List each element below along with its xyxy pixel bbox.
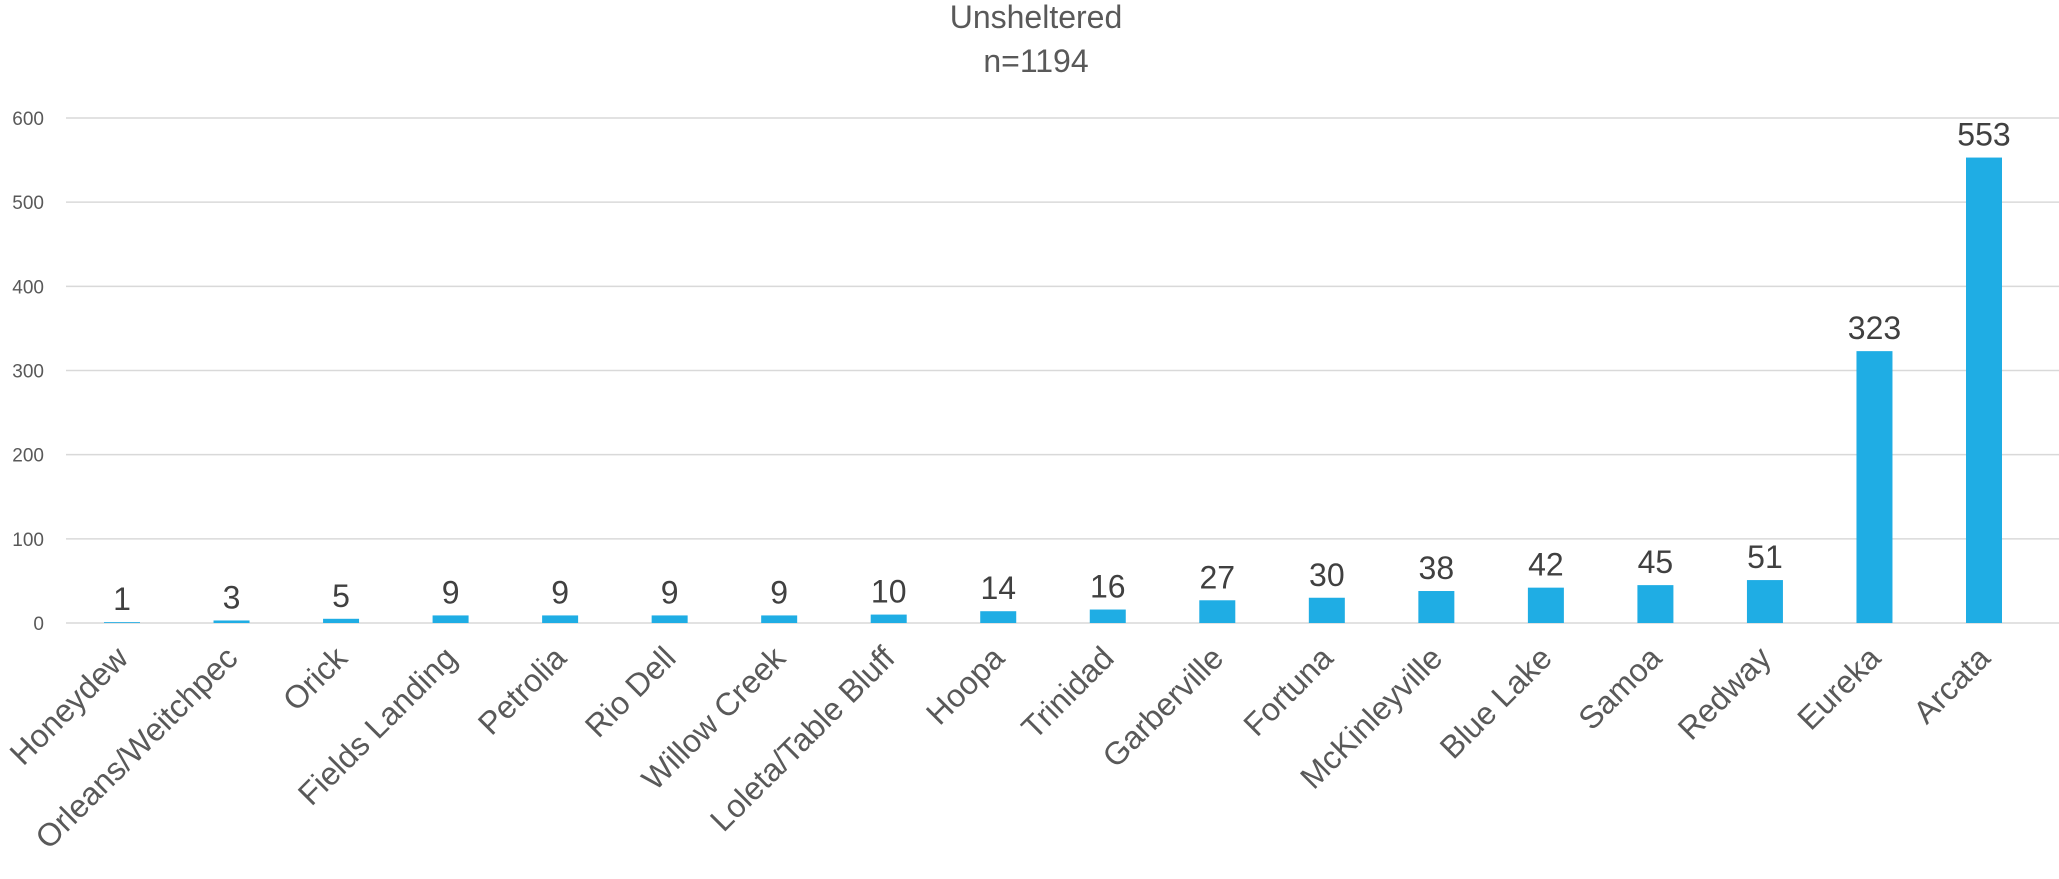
- y-tick-label: 400: [12, 277, 44, 298]
- data-label: 14: [980, 570, 1016, 606]
- x-tick-label: Redway: [1671, 639, 1778, 746]
- data-label: 9: [551, 574, 569, 610]
- data-label: 51: [1747, 539, 1783, 575]
- chart-subtitle: n=1194: [983, 43, 1088, 79]
- y-tick-label: 200: [12, 446, 44, 467]
- bar: [1527, 587, 1564, 623]
- y-tick-label: 600: [12, 109, 44, 130]
- data-label: 42: [1528, 547, 1564, 583]
- x-tick-label: Arcata: [1906, 639, 1997, 730]
- data-label: 3: [223, 579, 241, 615]
- data-label: 5: [332, 578, 350, 614]
- bar: [870, 614, 907, 623]
- gridlines: [66, 117, 2059, 624]
- data-label: 1: [113, 581, 131, 617]
- x-tick-label: Loleta/Table Bluff: [703, 639, 902, 838]
- bar: [1418, 591, 1455, 623]
- y-axis-ticks: 0 100 200 300 400 500 600: [12, 109, 44, 635]
- bar: [1199, 600, 1236, 623]
- data-label: 16: [1090, 569, 1126, 605]
- bar: [1637, 585, 1674, 623]
- data-label: 38: [1419, 550, 1455, 586]
- y-tick-label: 100: [12, 530, 44, 551]
- chart-title: Unsheltered: [950, 0, 1123, 35]
- x-tick-label: Samoa: [1571, 639, 1668, 736]
- data-label: 27: [1199, 559, 1235, 595]
- x-tick-label: Eureka: [1790, 639, 1887, 736]
- x-tick-label: Fortuna: [1236, 639, 1340, 743]
- data-label: 9: [770, 574, 788, 610]
- y-tick-label: 300: [12, 362, 44, 383]
- x-tick-label: Garberville: [1095, 639, 1230, 774]
- bar: [213, 620, 250, 623]
- data-label: 9: [661, 574, 679, 610]
- bar: [1966, 157, 2002, 623]
- bars: [104, 157, 2002, 623]
- data-label: 45: [1638, 544, 1674, 580]
- data-label: 9: [442, 574, 460, 610]
- data-label: 30: [1309, 557, 1345, 593]
- data-labels: 1 3 5 9 9 9 9 10 14 16 27 30 38 42 45 51 323 553: [113, 117, 2011, 618]
- bar: [542, 615, 579, 623]
- y-tick-label: 500: [12, 193, 44, 214]
- bar: [1089, 609, 1126, 623]
- x-tick-label: Orick: [276, 639, 355, 718]
- x-tick-label: Trinidad: [1014, 639, 1120, 745]
- y-tick-label: 0: [33, 614, 44, 635]
- x-tick-label: Rio Dell: [578, 639, 683, 744]
- data-label: 10: [871, 574, 907, 610]
- bar: [980, 611, 1017, 623]
- data-label: 553: [1957, 117, 2010, 153]
- x-tick-label: Orleans/Weitchpec: [28, 639, 244, 855]
- bar: [1308, 597, 1345, 623]
- x-tick-label: Petrolia: [471, 639, 573, 741]
- bar: [651, 615, 688, 623]
- x-tick-label: Blue Lake: [1433, 639, 1559, 765]
- bar: [323, 618, 360, 623]
- bar: [761, 615, 798, 623]
- bar: [1856, 351, 1893, 623]
- x-tick-label: Hoopa: [919, 639, 1011, 731]
- bar: [104, 622, 140, 623]
- bar: [432, 615, 469, 623]
- bar: [1746, 580, 1783, 623]
- data-label: 323: [1848, 310, 1901, 346]
